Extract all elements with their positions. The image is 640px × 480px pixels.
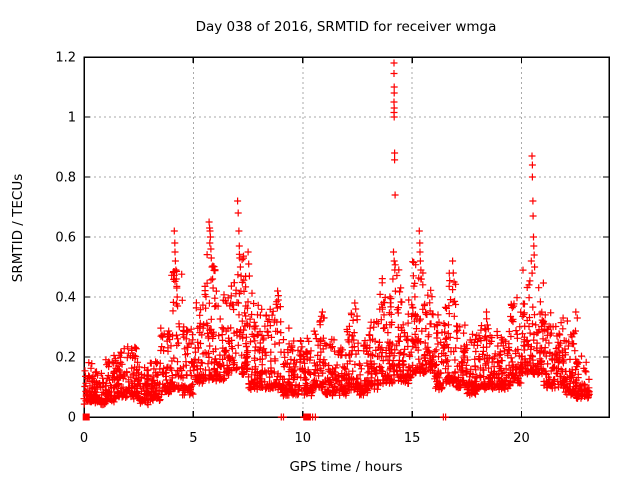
y-tick-label: 0: [68, 411, 76, 426]
zero-cluster-square: [304, 413, 312, 421]
y-axis-label: SRMTID / TECUs: [10, 174, 26, 282]
tick-labels: 0 5 10 15 20 0 0.2 0.4 0.6 0.8 1 1.2: [55, 51, 529, 447]
y-tick-label: 1.2: [55, 51, 76, 66]
y-tick-label: 0.2: [55, 351, 76, 366]
data-points-path: [80, 59, 593, 421]
data-points: [80, 59, 593, 421]
x-tick-label: 20: [513, 431, 530, 446]
chart-title: Day 038 of 2016, SRMTID for receiver wmg…: [196, 19, 497, 35]
y-tick-label: 0.4: [55, 291, 76, 306]
x-tick-label: 5: [189, 431, 197, 446]
x-tick-label: 10: [294, 431, 311, 446]
x-tick-label: 0: [80, 431, 88, 446]
zero-cluster-square: [82, 413, 90, 421]
y-tick-label: 1: [68, 111, 76, 126]
y-tick-label: 0.8: [55, 171, 76, 186]
y-tick-label: 0.6: [55, 231, 76, 246]
x-tick-label: 15: [404, 431, 421, 446]
tick-marks: [83, 56, 609, 418]
x-axis-label: GPS time / hours: [289, 459, 402, 475]
